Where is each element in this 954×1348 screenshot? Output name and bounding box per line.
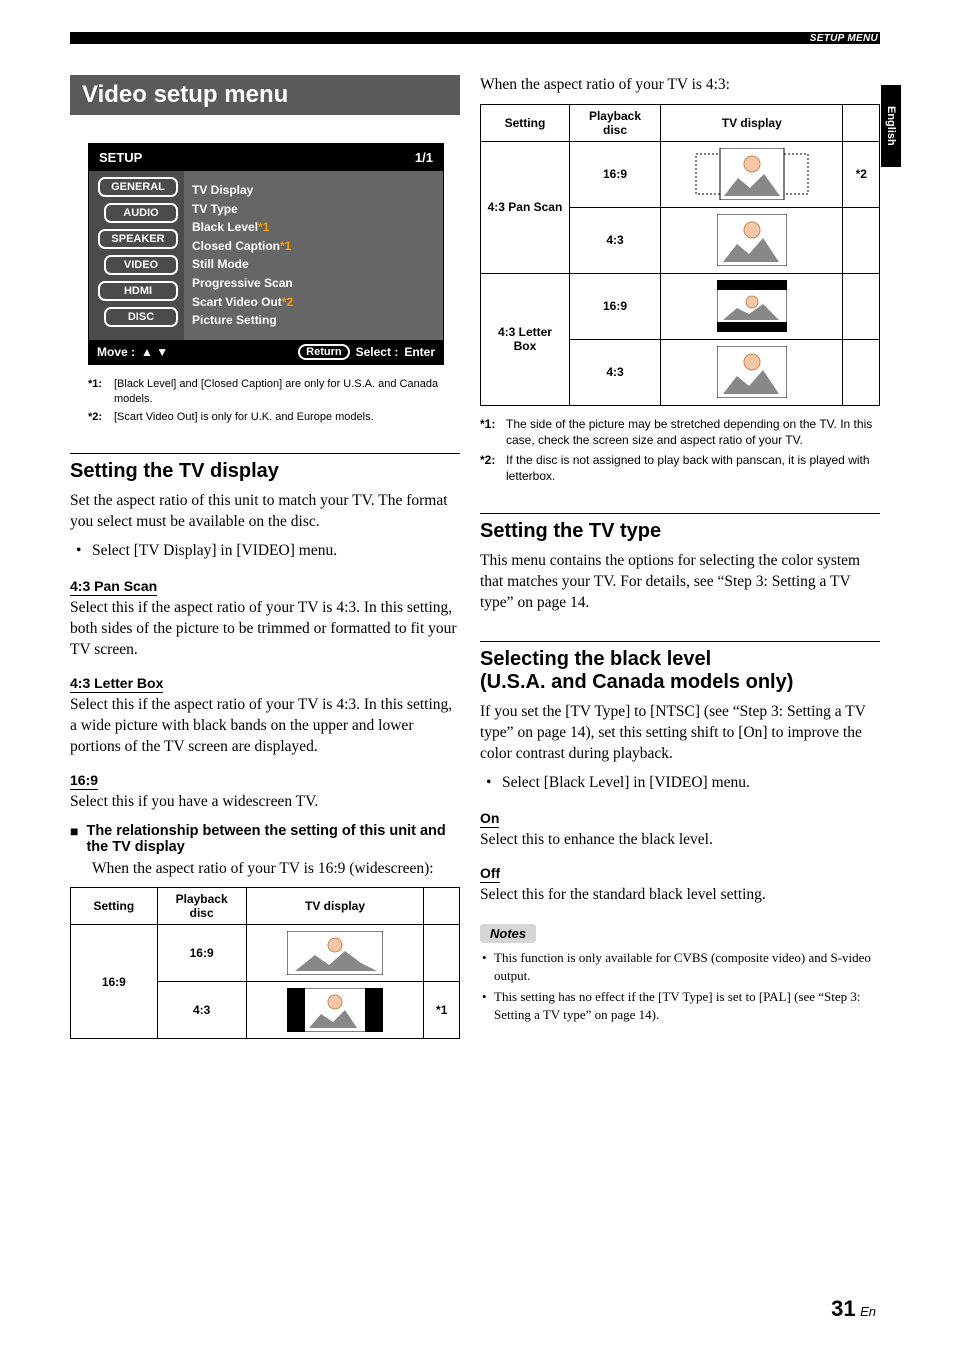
notes-label: Notes	[480, 924, 536, 943]
black-level-text: If you set the [TV Type] to [NTSC] (see …	[480, 702, 880, 765]
osd-footer: Move : ▲ ▼ Return Select : Enter	[89, 340, 443, 364]
th-playback: Playback disc	[157, 888, 246, 925]
opt-43-panscan-head: 4:3 Pan Scan	[70, 578, 157, 596]
opt-off-text: Select this for the standard black level…	[480, 885, 880, 906]
osd-item: Closed Caption*1	[192, 237, 435, 256]
opt-169-text: Select this if you have a widescreen TV.	[70, 792, 460, 813]
opt-43-letterbox-text: Select this if the aspect ratio of your …	[70, 695, 460, 758]
intro-43: When the aspect ratio of your TV is 4:3:	[480, 75, 880, 96]
osd-tab-audio[interactable]: AUDIO	[104, 203, 178, 223]
heading-black-level-1: Selecting the black level	[480, 648, 880, 671]
osd-header-left: SETUP	[99, 150, 142, 165]
heading-tv-display: Setting the TV display	[70, 460, 460, 483]
opt-on-head: On	[480, 810, 499, 828]
thumb-std-full-2	[661, 339, 843, 405]
black-level-bullet: Select [Black Level] in [VIDEO] menu.	[480, 773, 880, 794]
th-note	[424, 888, 460, 925]
osd-item: Picture Setting	[192, 311, 435, 330]
osd-header: SETUP 1/1	[89, 144, 443, 171]
osd-setup-panel: SETUP 1/1 GENERAL AUDIO SPEAKER VIDEO HD…	[88, 143, 444, 365]
table-row: 16:9 16:9	[71, 925, 460, 982]
osd-header-right: 1/1	[415, 150, 433, 165]
thumb-std-full	[661, 207, 843, 273]
osd-return-button[interactable]: Return	[298, 344, 349, 360]
thumb-letterbox	[661, 273, 843, 339]
table-wide: Setting Playback disc TV display 16:9 16…	[70, 887, 460, 1039]
relationship-subhead: ■ The relationship between the setting o…	[70, 823, 460, 855]
note-item: This function is only available for CVBS…	[480, 949, 880, 984]
osd-item: TV Display	[192, 181, 435, 200]
square-bullet-icon: ■	[70, 823, 78, 855]
opt-off-head: Off	[480, 865, 500, 883]
osd-footnotes: *1:[Black Level] and [Closed Caption] ar…	[88, 377, 460, 426]
page-number: 31 En	[831, 1296, 876, 1322]
thumb-pillarbox	[246, 982, 424, 1039]
tv-display-bullet: Select [TV Display] in [VIDEO] menu.	[70, 541, 460, 562]
tv-type-text: This menu contains the options for selec…	[480, 551, 880, 614]
notes-list: This function is only available for CVBS…	[480, 949, 880, 1023]
osd-move-label: Move :	[97, 345, 135, 359]
opt-43-letterbox-head: 4:3 Letter Box	[70, 675, 163, 693]
osd-tab-general[interactable]: GENERAL	[98, 177, 178, 197]
osd-item: Scart Video Out*2	[192, 293, 435, 312]
osd-item: Still Mode	[192, 255, 435, 274]
table-row: 4:3 Pan Scan 16:9 *2	[481, 141, 880, 207]
wide-intro: When the aspect ratio of your TV is 16:9…	[70, 859, 460, 880]
thumb-panscan-crop	[661, 141, 843, 207]
opt-169-head: 16:9	[70, 772, 98, 790]
osd-enter-label: Enter	[404, 345, 435, 359]
osd-arrows-icon: ▲ ▼	[141, 345, 168, 359]
table-43: Setting Playback disc TV display 4:3 Pan…	[480, 104, 880, 406]
opt-on-text: Select this to enhance the black level.	[480, 830, 880, 851]
language-tab: English	[881, 85, 901, 167]
osd-select-label: Select :	[356, 345, 399, 359]
th-tvdisplay: TV display	[246, 888, 424, 925]
th-note	[843, 104, 880, 141]
osd-item: Black Level*1	[192, 218, 435, 237]
table-row: 4:3 Letter Box 16:9	[481, 273, 880, 339]
osd-item: TV Type	[192, 200, 435, 219]
osd-tab-speaker[interactable]: SPEAKER	[98, 229, 178, 249]
osd-tab-hdmi[interactable]: HDMI	[98, 281, 178, 301]
header-corner-label: SETUP MENU	[810, 33, 878, 44]
th-tvdisplay: TV display	[661, 104, 843, 141]
top-bar	[70, 32, 880, 44]
heading-tv-type: Setting the TV type	[480, 520, 880, 543]
th-setting: Setting	[71, 888, 158, 925]
footnotes-43: *1:The side of the picture may be stretc…	[480, 416, 880, 485]
thumb-wide-full	[246, 925, 424, 982]
opt-43-panscan-text: Select this if the aspect ratio of your …	[70, 598, 460, 661]
osd-tabs: GENERAL AUDIO SPEAKER VIDEO HDMI DISC	[89, 171, 184, 340]
osd-tab-video[interactable]: VIDEO	[104, 255, 178, 275]
osd-tab-disc[interactable]: DISC	[104, 307, 178, 327]
heading-black-level-2: (U.S.A. and Canada models only)	[480, 671, 880, 694]
tv-display-intro: Set the aspect ratio of this unit to mat…	[70, 491, 460, 533]
th-setting: Setting	[481, 104, 570, 141]
osd-item-list: TV Display TV Type Black Level*1 Closed …	[184, 171, 443, 340]
th-playback: Playback disc	[569, 104, 660, 141]
osd-item: Progressive Scan	[192, 274, 435, 293]
note-item: This setting has no effect if the [TV Ty…	[480, 988, 880, 1023]
page-title: Video setup menu	[70, 75, 460, 115]
